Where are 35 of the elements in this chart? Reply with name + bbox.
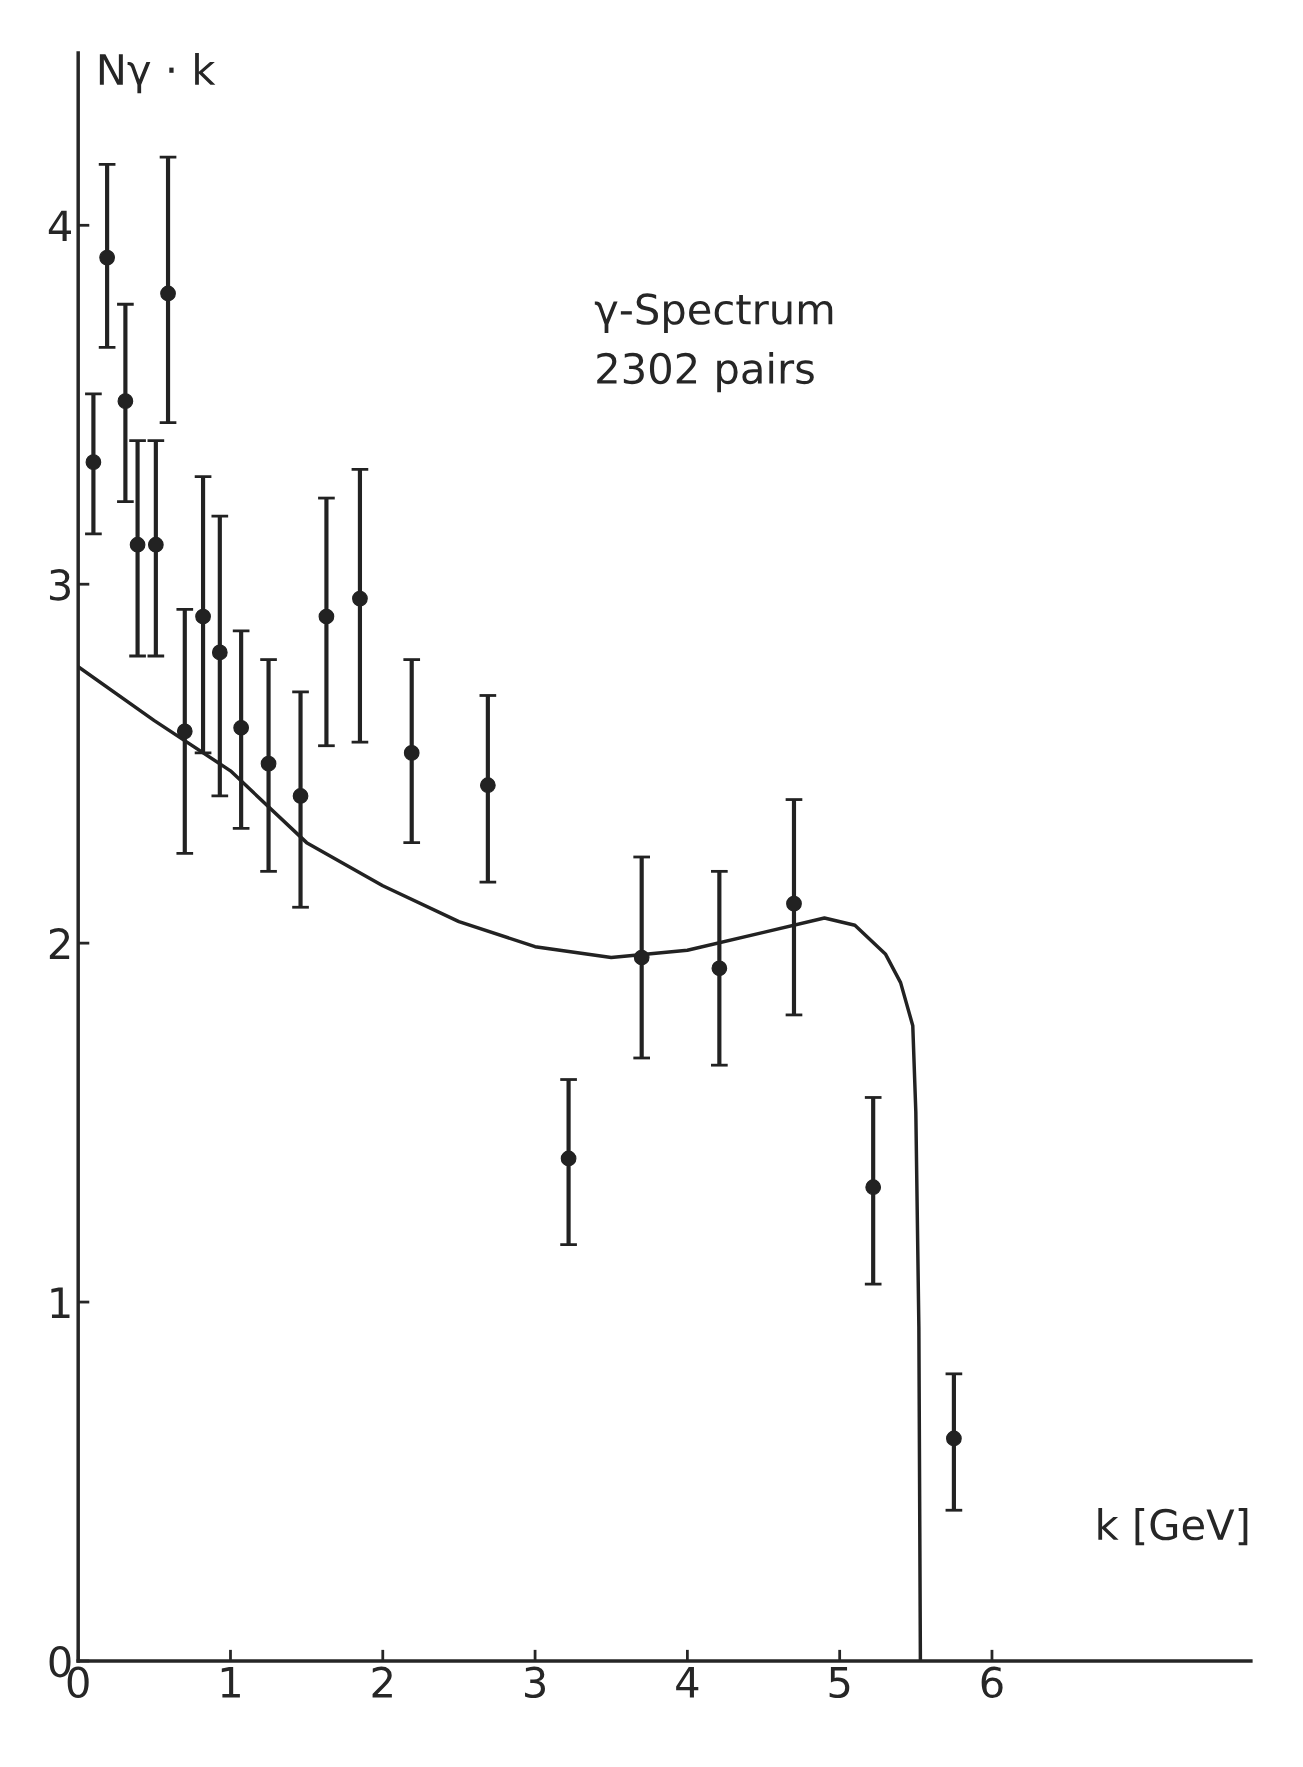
- point: [946, 1430, 962, 1447]
- point: [160, 285, 176, 302]
- y-tick-label: 4: [48, 210, 71, 242]
- point: [633, 949, 650, 966]
- point: [99, 249, 115, 266]
- point: [233, 719, 250, 736]
- point: [479, 777, 496, 794]
- point: [211, 644, 228, 661]
- point: [711, 960, 728, 977]
- point: [147, 536, 164, 553]
- y-axis-title: Nγ · k: [99, 53, 216, 94]
- x-tick-label: 2: [372, 1666, 392, 1698]
- point: [292, 788, 309, 804]
- x-axis-title: k [GeV]: [1098, 1508, 1248, 1546]
- point: [865, 1179, 882, 1196]
- x-tick-label: 4: [676, 1667, 699, 1698]
- point: [786, 895, 802, 912]
- annotation: γ-Spectrum 2302 pairs: [594, 293, 833, 393]
- point: [403, 745, 420, 761]
- y-tick-label: 3: [49, 569, 70, 601]
- y-tick-label: 1: [51, 1287, 70, 1318]
- point: [117, 393, 134, 410]
- x-tick-label: 1: [221, 1667, 240, 1698]
- point: [129, 536, 146, 553]
- point: [260, 755, 277, 772]
- point: [195, 608, 211, 625]
- x-tick-label: 5: [829, 1667, 850, 1699]
- point: [318, 608, 335, 625]
- x-tick-label: 3: [525, 1666, 545, 1699]
- point: [85, 454, 102, 471]
- point: [560, 1150, 577, 1167]
- point: [352, 590, 368, 607]
- point: [176, 723, 193, 740]
- y-tick-label: 2: [49, 928, 70, 959]
- x-tick-label: 6: [981, 1666, 1003, 1699]
